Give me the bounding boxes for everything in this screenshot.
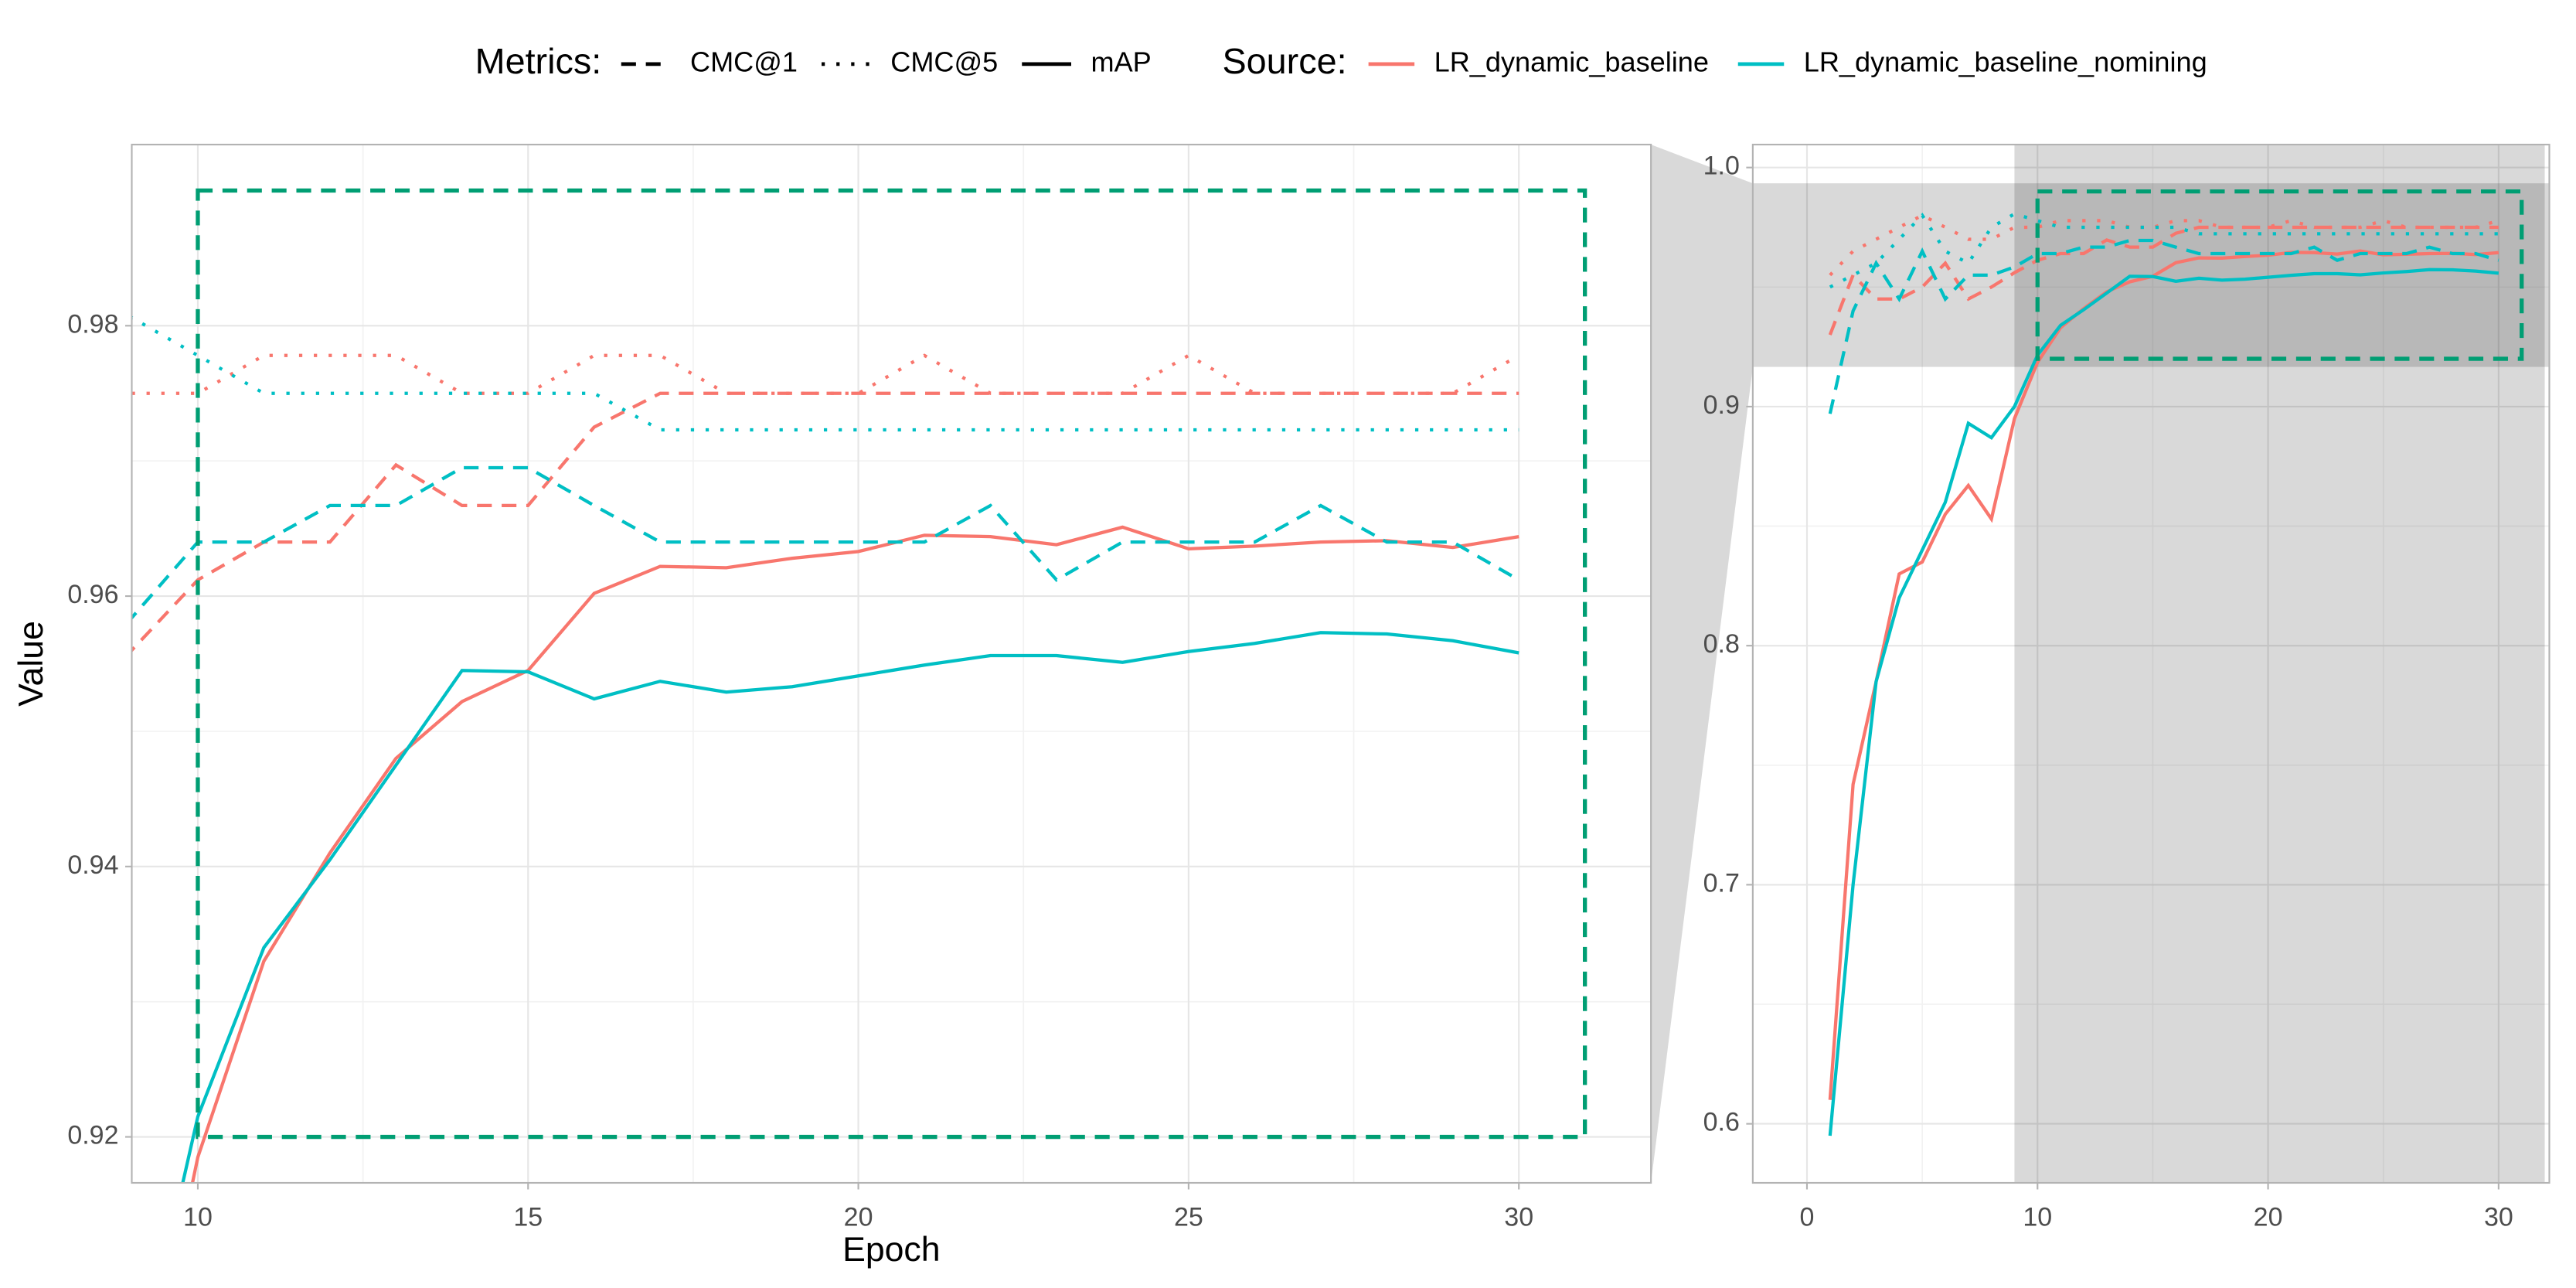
- series-line: [1828, 267, 2499, 1136]
- panel-background: [1752, 145, 2550, 1183]
- x-tick-label: 0: [1800, 1203, 1815, 1232]
- x-tick-label: 20: [2254, 1203, 2283, 1232]
- zoom-box: [196, 188, 1587, 1140]
- series-line: [181, 631, 1519, 1183]
- x-tick-label: 20: [844, 1203, 873, 1232]
- zoom-region: [2014, 145, 2545, 1183]
- x-tick-label: 10: [183, 1203, 213, 1232]
- legend-label: CMC@5: [890, 46, 998, 77]
- y-tick-label: 0.94: [67, 850, 118, 880]
- series-line: [131, 353, 1520, 396]
- legend-title: Source:: [1223, 41, 1347, 81]
- y-tick-label: 0.96: [67, 580, 118, 609]
- x-tick-label: 25: [1174, 1203, 1203, 1232]
- series-line: [190, 525, 1519, 1183]
- legend: Metrics: Source: CMC@1 CMC@5 mAP LR_dynamic…: [475, 41, 2207, 81]
- x-tick-label: 10: [2023, 1203, 2052, 1232]
- panel-border: [131, 143, 1652, 1184]
- panel: [131, 145, 1652, 1183]
- legend-label: mAP: [1091, 46, 1152, 77]
- legend-title: Metrics:: [475, 41, 602, 81]
- panel-border: [1751, 143, 2550, 1184]
- y-tick-label: 0.6: [1703, 1108, 1740, 1137]
- legend-label: CMC@1: [690, 46, 798, 77]
- legend-label: LR_dynamic_baseline_nomining: [1804, 46, 2207, 77]
- series-line: [131, 465, 1520, 620]
- x-tick-label: 15: [513, 1203, 543, 1232]
- x-tick-label: 30: [2484, 1203, 2513, 1232]
- x-tick-label: 30: [1504, 1203, 1533, 1232]
- series-line: [1828, 238, 2499, 414]
- y-tick-label: 0.7: [1703, 868, 1740, 898]
- y-axis-title: Value: [12, 621, 50, 707]
- panel: [1752, 145, 2550, 1183]
- y-tick-label: 1.0: [1703, 152, 1740, 181]
- series-line: [131, 391, 1519, 653]
- x-axis-title: Epoch: [842, 1231, 941, 1269]
- zoom-connector: [1651, 145, 1753, 1183]
- zoom-box: [2035, 189, 2524, 361]
- y-tick-label: 0.92: [67, 1121, 118, 1150]
- legend-label: LR_dynamic_baseline: [1434, 46, 1709, 77]
- y-tick-label: 0.9: [1703, 390, 1740, 420]
- series-line: [1828, 225, 2499, 336]
- series-line: [1829, 213, 2499, 277]
- panel-background: [131, 145, 1652, 1183]
- y-tick-label: 0.98: [67, 309, 118, 339]
- y-tick-label: 0.8: [1703, 629, 1740, 659]
